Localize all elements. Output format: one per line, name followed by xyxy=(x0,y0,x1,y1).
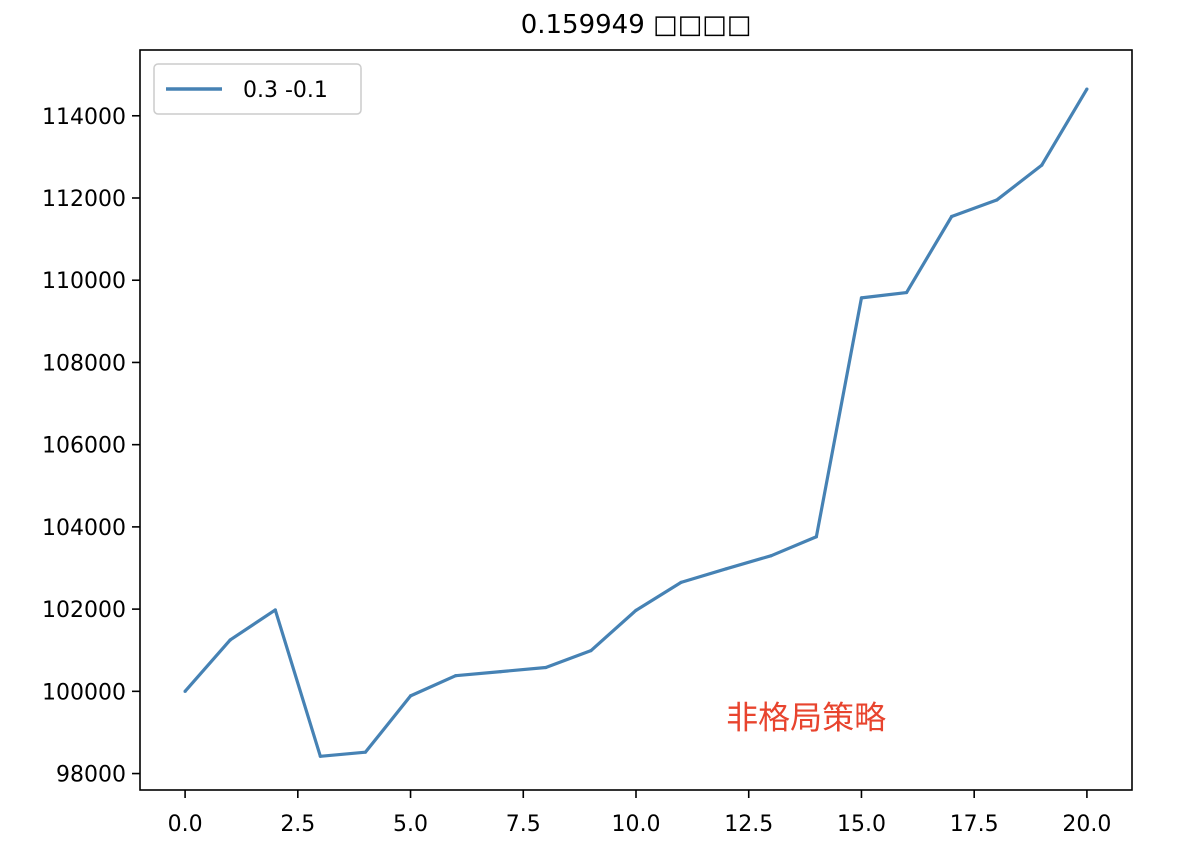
x-tick-label: 17.5 xyxy=(950,812,999,837)
x-tick-label: 12.5 xyxy=(724,812,773,837)
data-point xyxy=(408,694,413,698)
data-point xyxy=(1085,87,1089,91)
legend-label: 0.3 -0.1 xyxy=(243,78,328,103)
data-point xyxy=(859,296,864,300)
x-tick-label: 20.0 xyxy=(1062,812,1111,837)
y-tick-label: 98000 xyxy=(56,763,126,788)
data-point xyxy=(318,754,322,758)
x-tick-label: 7.5 xyxy=(506,812,541,837)
y-tick-label: 104000 xyxy=(42,516,126,541)
data-point xyxy=(724,567,728,571)
y-tick-label: 110000 xyxy=(42,269,126,294)
y-tick-label: 108000 xyxy=(42,351,126,376)
data-point xyxy=(183,689,187,693)
legend: 0.3 -0.1 xyxy=(153,63,362,115)
chart-annotation: 非格局策略 xyxy=(726,698,886,736)
data-point xyxy=(995,198,999,202)
data-point xyxy=(814,535,818,539)
data-point xyxy=(544,665,548,670)
data-point xyxy=(589,649,593,653)
y-tick-label: 106000 xyxy=(42,434,126,459)
data-point xyxy=(273,608,277,612)
data-point xyxy=(950,214,954,219)
y-tick-label: 114000 xyxy=(42,105,126,130)
x-tick-label: 10.0 xyxy=(612,812,661,837)
x-tick-label: 2.5 xyxy=(280,812,315,837)
y-tick-label: 112000 xyxy=(42,187,126,212)
data-point xyxy=(1040,163,1044,167)
series-layer xyxy=(183,87,1089,758)
y-axis: 98000 100000 102000 104000 106000 108000 11000… xyxy=(42,105,140,788)
data-point xyxy=(499,670,503,674)
y-tick-label: 102000 xyxy=(42,598,126,623)
data-point xyxy=(228,638,232,642)
legend-box xyxy=(153,63,362,115)
data-point xyxy=(679,580,683,584)
data-point xyxy=(363,750,368,754)
axes-frame xyxy=(139,49,1133,791)
x-tick-label: 15.0 xyxy=(837,812,886,837)
chart-title: 0.159949 □□□□ xyxy=(521,10,752,40)
x-axis: 0.0 2.5 5.0 7.5 10.0 12.5 15.0 17.5 20.0 xyxy=(168,790,1111,837)
data-point xyxy=(454,674,458,678)
x-tick-label: 5.0 xyxy=(393,812,428,837)
data-point xyxy=(634,608,638,612)
x-tick-label: 0.0 xyxy=(168,812,203,837)
data-point xyxy=(769,554,773,558)
y-tick-label: 100000 xyxy=(42,680,126,705)
data-point xyxy=(904,290,909,295)
